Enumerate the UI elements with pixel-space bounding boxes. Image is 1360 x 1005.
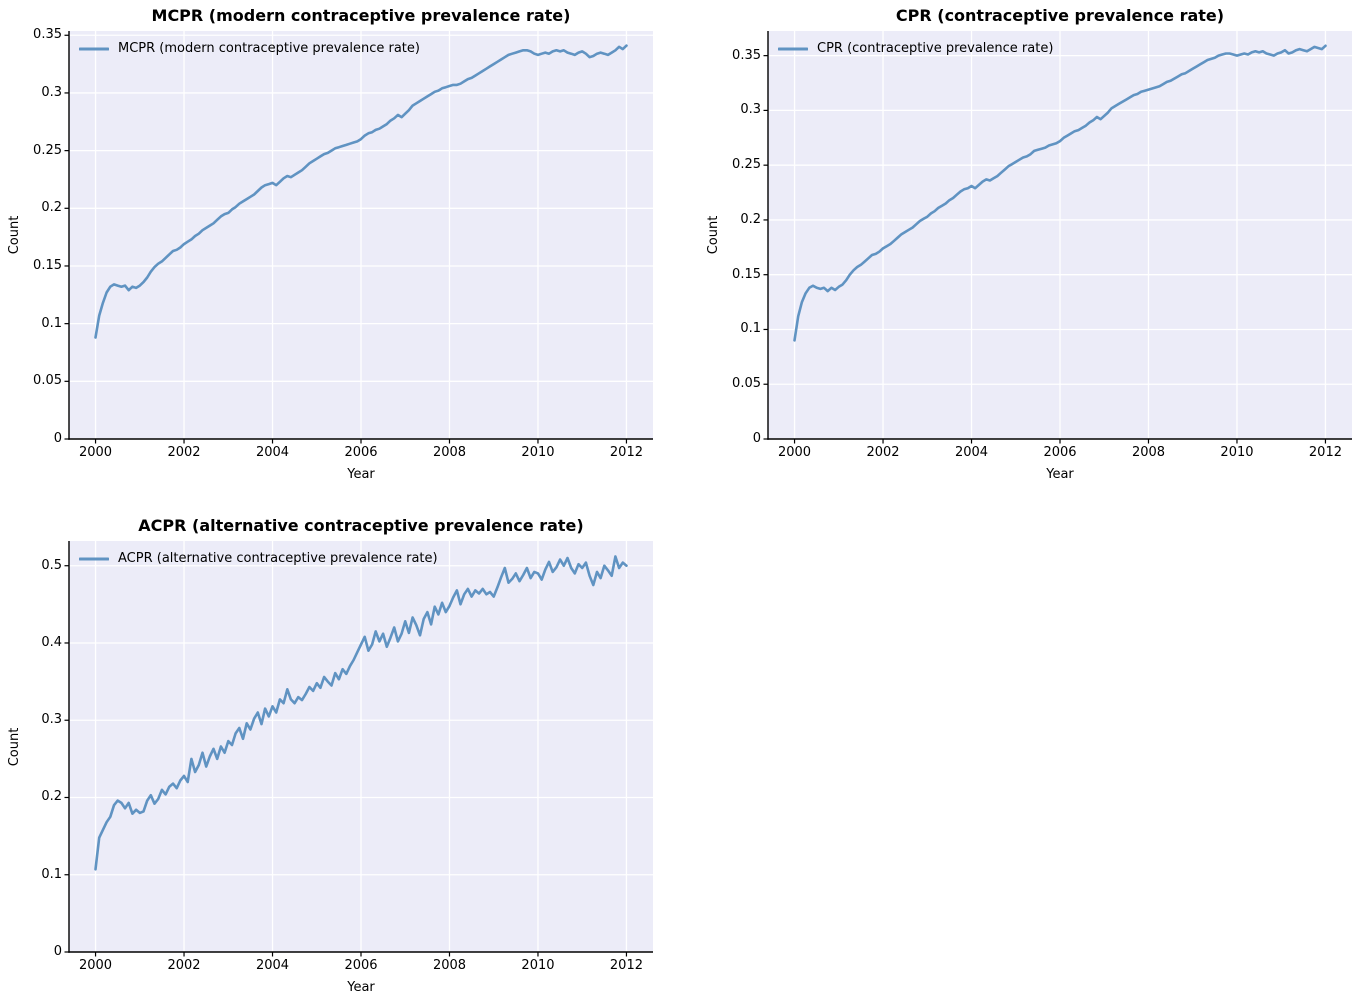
chart1-legend: MCPR (modern contraceptive prevalence ra… — [79, 40, 420, 58]
y-tick-label: 0 — [53, 944, 62, 959]
x-tick-label: 2002 — [866, 445, 900, 460]
x-tick-label: 2012 — [609, 445, 643, 460]
x-tick-label: 2004 — [954, 445, 989, 460]
legend-line-swatch — [79, 557, 109, 561]
x-tick-label: 2010 — [1220, 445, 1254, 460]
y-tick-label: 0 — [53, 431, 62, 446]
x-tick-label: 2000 — [777, 445, 812, 460]
y-tick-label: 0.1 — [740, 321, 761, 337]
y-tick-label: 0.15 — [732, 266, 761, 282]
x-tick-label: 2010 — [521, 958, 555, 973]
chart1-legend-label: MCPR (modern contraceptive prevalence ra… — [118, 41, 420, 56]
chart2-legend: CPR (contraceptive prevalence rate) — [778, 40, 1053, 58]
y-tick-label: 0.15 — [33, 257, 62, 273]
y-tick-label: 0.4 — [41, 634, 62, 650]
y-tick-label: 0.2 — [740, 211, 761, 227]
x-tick-label: 2004 — [255, 445, 290, 460]
y-tick-label: 0.1 — [41, 315, 62, 331]
chart3-ylabel: Count — [7, 727, 22, 766]
chart2-xlabel: Year — [1046, 467, 1074, 482]
legend-line-swatch — [79, 47, 109, 51]
x-tick-label: 2010 — [521, 445, 555, 460]
x-tick-label: 2002 — [167, 445, 201, 460]
series-line — [94, 44, 628, 339]
x-tick-label: 2006 — [344, 958, 378, 973]
y-tick-label: 0.05 — [33, 373, 62, 389]
y-tick-label: 0.2 — [41, 200, 62, 216]
y-tick-label: 0.2 — [41, 789, 62, 805]
y-tick-label: 0.35 — [732, 47, 761, 63]
chart3-legend: ACPR (alternative contraceptive prevalen… — [79, 550, 438, 568]
y-tick-label: 0.25 — [732, 157, 761, 173]
chart1-ylabel: Count — [7, 215, 22, 255]
chart2-title: CPR (contraceptive prevalence rate) — [895, 6, 1225, 25]
x-tick-label: 2012 — [1308, 445, 1342, 460]
y-tick-label: 0.25 — [33, 142, 62, 158]
x-tick-label: 2000 — [78, 445, 113, 460]
y-tick-label: 0.3 — [41, 712, 62, 728]
legend-line-swatch — [778, 47, 808, 51]
chart3-title: ACPR (alternative contraceptive prevalen… — [138, 516, 584, 535]
chart3-legend-label: ACPR (alternative contraceptive prevalen… — [118, 551, 438, 566]
x-tick-label: 2002 — [167, 958, 201, 973]
chart2-legend-label: CPR (contraceptive prevalence rate) — [817, 41, 1054, 56]
y-tick-label: 0.05 — [732, 376, 761, 392]
x-tick-label: 2012 — [609, 958, 643, 973]
x-tick-label: 2000 — [78, 958, 113, 973]
series-line — [94, 555, 628, 871]
y-tick-label: 0.1 — [41, 866, 62, 882]
y-tick-label: 0.3 — [740, 102, 761, 118]
x-tick-label: 2006 — [344, 445, 378, 460]
x-tick-label: 2006 — [1043, 445, 1077, 460]
chart3-xlabel: Year — [347, 980, 375, 995]
y-tick-label: 0.5 — [41, 557, 62, 573]
x-tick-label: 2004 — [255, 958, 290, 973]
y-tick-label: 0.3 — [41, 84, 62, 100]
series-line — [793, 44, 1327, 342]
x-tick-label: 2008 — [432, 958, 467, 973]
chart1-title: MCPR (modern contraceptive prevalence ra… — [151, 6, 571, 25]
y-tick-label: 0.35 — [33, 27, 62, 43]
chart1-xlabel: Year — [347, 467, 375, 482]
y-tick-label: 0 — [752, 431, 761, 446]
x-tick-label: 2008 — [432, 445, 467, 460]
x-tick-label: 2008 — [1131, 445, 1166, 460]
